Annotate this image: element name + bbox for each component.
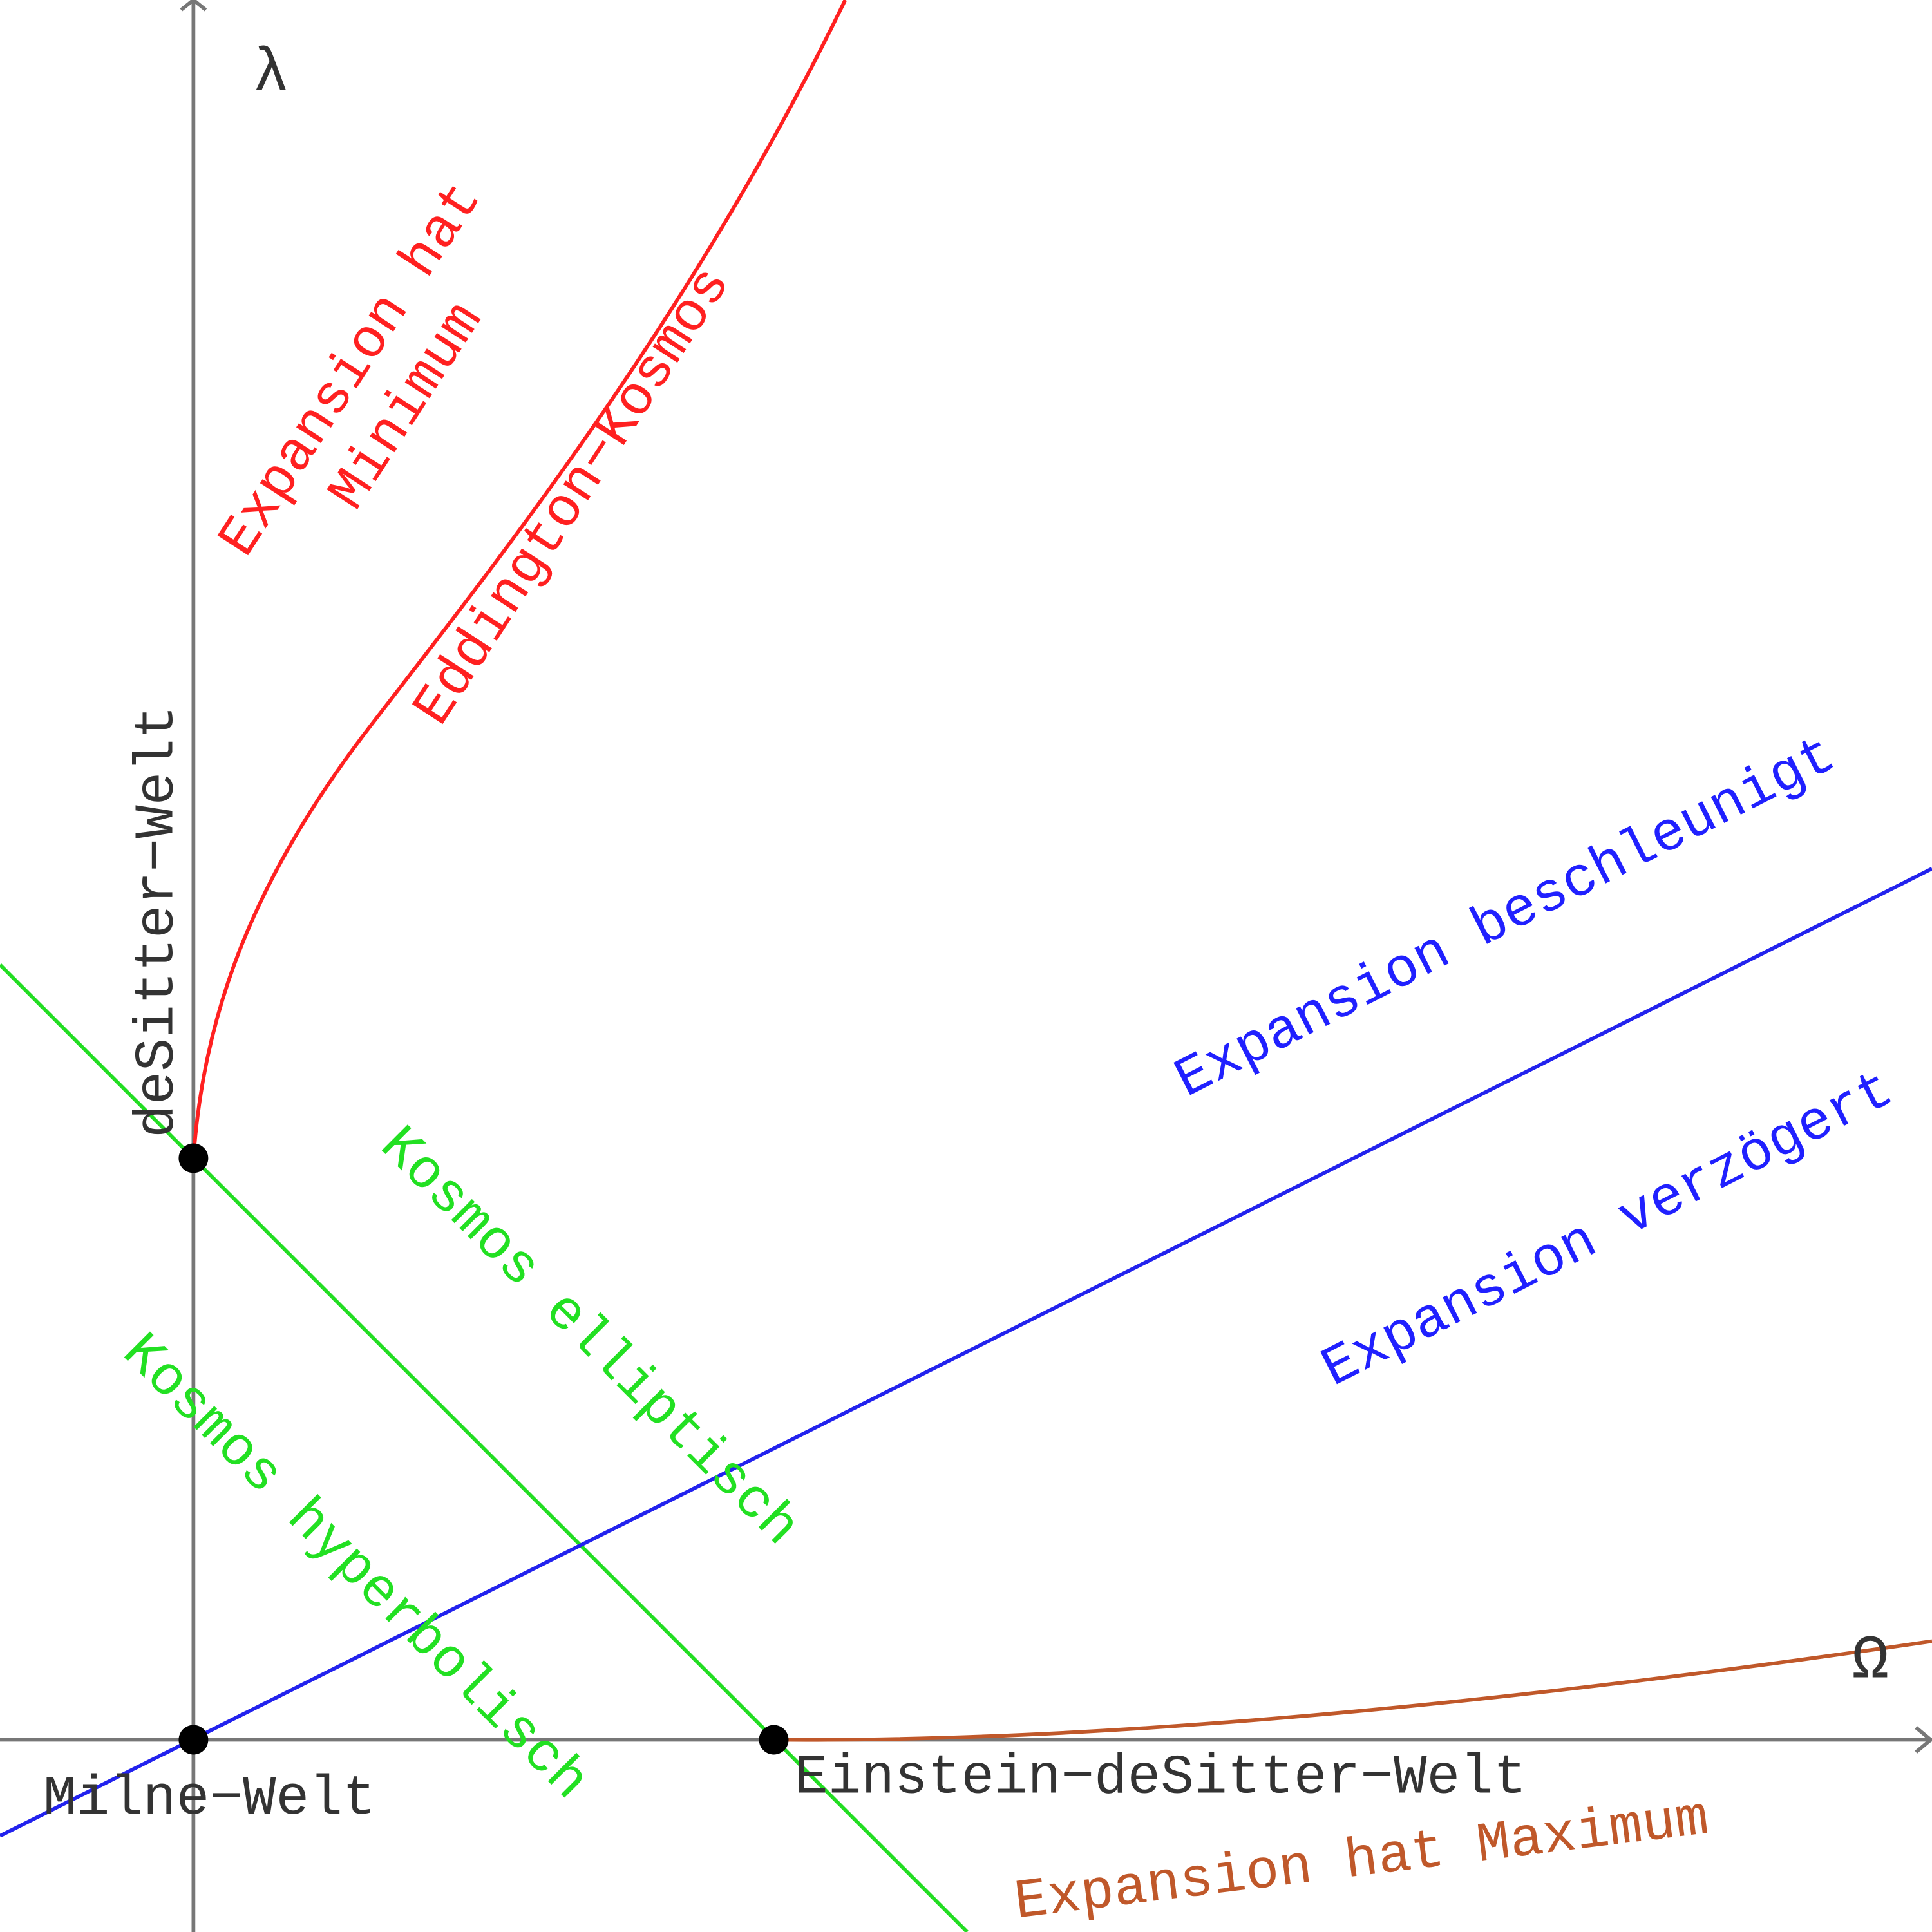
x-axis-arrow [1915, 1726, 1932, 1754]
y-axis-label: λ [252, 39, 289, 109]
einstein-desitter-point [759, 1725, 789, 1755]
milne-point [178, 1725, 209, 1755]
x-axis-label: Ω [1852, 1625, 1889, 1696]
y-axis-arrow [180, 0, 207, 12]
point-label: Einstein−deSitter−Welt [795, 1747, 1526, 1810]
region-label: Expansion beschleunigt [1165, 724, 1846, 1112]
eddington-curve [191, 0, 848, 1159]
point-label: Milne−Welt [43, 1767, 376, 1830]
point-label: deSitter−Welt [126, 705, 189, 1138]
desitter-point [178, 1143, 209, 1173]
region-label: Expansion verzögert [1312, 1058, 1904, 1401]
zero-deceleration-line [0, 867, 1932, 1838]
region-label: Kosmos elliptisch [367, 1115, 811, 1559]
flat-universe-line [0, 963, 969, 1932]
maximum-curve [773, 1639, 1932, 1742]
